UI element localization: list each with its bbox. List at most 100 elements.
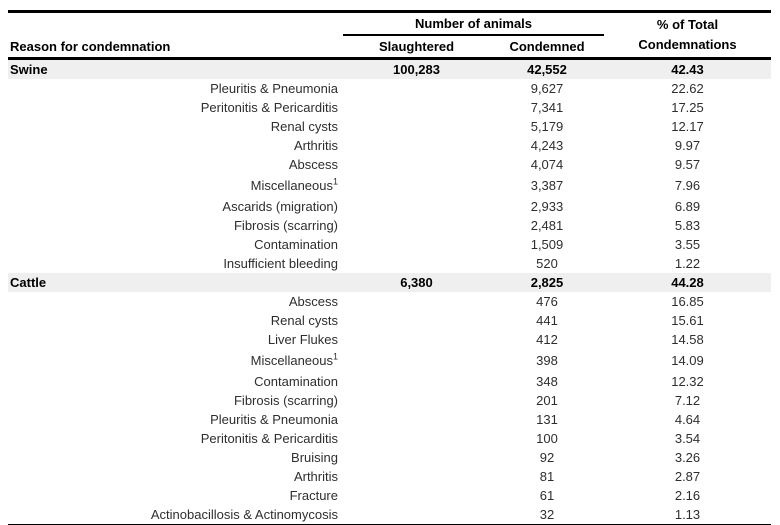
pct-cell: 1.22 (674, 256, 701, 271)
section-row-cattle: Cattle 6,380 2,825 44.28 (8, 273, 771, 292)
condemned-cell: 5,179 (530, 119, 564, 134)
reason-cell: Fibrosis (scarring) (233, 393, 338, 408)
condemned-cell: 476 (536, 294, 558, 309)
reason-cell: Peritonitis & Pericarditis (200, 100, 338, 115)
condemned-cell: 42,552 (490, 58, 604, 79)
pct-cell: 3.55 (674, 237, 701, 252)
pct-cell: 17.25 (671, 100, 704, 115)
table-row: Abscess 4,074 9.57 (8, 155, 771, 174)
footnote-marker: 1 (332, 351, 338, 362)
reason-cell: Arthritis (293, 138, 338, 153)
pct-cell: 2.87 (674, 469, 701, 484)
reason-cell: Pleuritis & Pneumonia (210, 81, 338, 96)
slaughtered-cell (343, 311, 490, 330)
slaughtered-cell (343, 505, 490, 525)
pct-cell: 7.96 (674, 178, 701, 193)
slaughtered-column-header: Slaughtered (343, 35, 490, 60)
table-row: Contamination 348 12.32 (8, 372, 771, 391)
pct-cell: 6.89 (674, 199, 701, 214)
reason-cell: Actinobacillosis & Actinomycosis (150, 507, 338, 522)
pct-cell: 3.54 (674, 431, 701, 446)
slaughtered-cell (343, 197, 490, 216)
footnote-marker: 1 (332, 176, 338, 187)
condemned-cell: 61 (539, 488, 555, 503)
table-row: Liver Flukes 412 14.58 (8, 330, 771, 349)
slaughtered-cell (343, 292, 490, 311)
pct-cell: 12.17 (671, 119, 704, 134)
reason-cell: Fracture (289, 488, 338, 503)
pct-cell: 2.16 (674, 488, 701, 503)
table-row: Bruising 92 3.26 (8, 448, 771, 467)
pct-cell: 22.62 (671, 81, 704, 96)
table-row: Ascarids (migration) 2,933 6.89 (8, 197, 771, 216)
reason-cell: Renal cysts (270, 313, 338, 328)
slaughtered-cell (343, 117, 490, 136)
number-of-animals-group-header: Number of animals (343, 11, 604, 36)
slaughtered-cell (343, 235, 490, 254)
reason-cell: Contamination (254, 237, 338, 252)
slaughtered-cell (343, 216, 490, 235)
reason-cell: Miscellaneous1 (250, 351, 338, 368)
reason-cell: Arthritis (293, 469, 338, 484)
slaughtered-cell (343, 467, 490, 486)
slaughtered-cell (343, 448, 490, 467)
table-row: Insufficient bleeding 520 1.22 (8, 254, 771, 273)
reason-cell: Insufficient bleeding (223, 256, 338, 271)
table-header: Reason for condemnation Number of animal… (8, 11, 771, 60)
slaughtered-cell (343, 155, 490, 174)
reason-cell: Ascarids (migration) (222, 199, 338, 214)
pct-cell: 3.26 (674, 450, 701, 465)
condemned-cell: 2,933 (530, 199, 564, 214)
slaughtered-cell (343, 254, 490, 273)
reason-cell: Miscellaneous1 (250, 176, 338, 193)
table-row: Actinobacillosis & Actinomycosis 32 1.13 (8, 505, 771, 525)
reason-cell: Fibrosis (scarring) (233, 218, 338, 233)
table-row: Fracture 61 2.16 (8, 486, 771, 505)
table-body: Swine 100,283 42,552 42.43 Pleuritis & Pneum… (8, 58, 771, 525)
reason-cell: Contamination (254, 374, 338, 389)
condemned-cell: 348 (536, 374, 558, 389)
table-row: Peritonitis & Pericarditis 7,341 17.25 (8, 98, 771, 117)
slaughtered-cell (343, 391, 490, 410)
pct-of-total-line1: % of Total (656, 17, 719, 32)
slaughtered-cell (343, 349, 490, 372)
condemned-cell: 412 (536, 332, 558, 347)
slaughtered-cell: 6,380 (343, 273, 490, 292)
slaughtered-cell (343, 174, 490, 197)
condemned-column-header: Condemned (490, 35, 604, 60)
table-row: Contamination 1,509 3.55 (8, 235, 771, 254)
pct-cell: 14.58 (671, 332, 704, 347)
condemned-cell: 4,074 (530, 157, 564, 172)
slaughtered-cell (343, 410, 490, 429)
reason-cell: Peritonitis & Pericarditis (200, 431, 338, 446)
condemned-cell: 520 (536, 256, 558, 271)
pct-cell: 9.57 (674, 157, 701, 172)
pct-cell: 1.13 (674, 507, 701, 522)
slaughtered-cell (343, 486, 490, 505)
section-name-cell: Cattle (8, 273, 343, 292)
pct-cell: 9.97 (674, 138, 701, 153)
condemned-cell: 9,627 (530, 81, 564, 96)
slaughtered-cell: 100,283 (343, 58, 490, 79)
table-row: Abscess 476 16.85 (8, 292, 771, 311)
condemnation-table-container: Reason for condemnation Number of animal… (8, 10, 771, 525)
slaughtered-cell (343, 372, 490, 391)
condemned-cell: 100 (536, 431, 558, 446)
table-row: Renal cysts 441 15.61 (8, 311, 771, 330)
reason-cell: Liver Flukes (267, 332, 338, 347)
pct-cell: 44.28 (604, 273, 771, 292)
pct-cell: 7.12 (674, 393, 701, 408)
table-row: Miscellaneous1 3,387 7.96 (8, 174, 771, 197)
pct-cell: 15.61 (671, 313, 704, 328)
condemned-cell: 32 (539, 507, 555, 522)
section-row-swine: Swine 100,283 42,552 42.43 (8, 58, 771, 79)
reason-cell: Abscess (288, 294, 338, 309)
condemned-cell: 398 (536, 353, 558, 368)
condemned-cell: 7,341 (530, 100, 564, 115)
pct-cell: 4.64 (674, 412, 701, 427)
reason-cell: Abscess (288, 157, 338, 172)
condemned-cell: 3,387 (530, 178, 564, 193)
section-name-cell: Swine (8, 58, 343, 79)
table-row: Fibrosis (scarring) 201 7.12 (8, 391, 771, 410)
pct-cell: 16.85 (671, 294, 704, 309)
